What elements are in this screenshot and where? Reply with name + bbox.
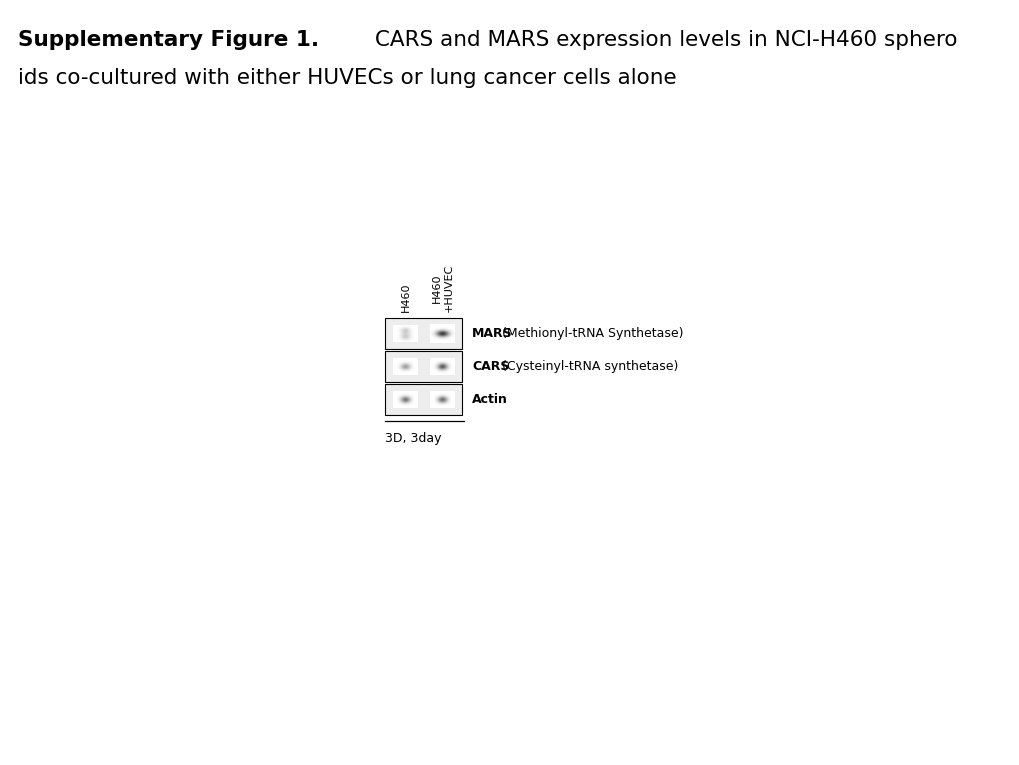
Bar [384,384,462,415]
Bar [384,318,462,349]
Text: CARS: CARS [472,360,508,373]
Bar [384,351,462,382]
Text: Supplementary Figure 1.: Supplementary Figure 1. [18,30,319,50]
Text: ids co-cultured with either HUVECs or lung cancer cells alone: ids co-cultured with either HUVECs or lu… [18,68,676,88]
Text: Actin: Actin [472,393,507,406]
Text: MARS: MARS [472,327,513,340]
Bar [384,384,462,415]
Text: H460: H460 [400,282,411,312]
Text: H460
+HUVEC: H460 +HUVEC [432,264,453,312]
Text: (Methionyl-tRNA Synthetase): (Methionyl-tRNA Synthetase) [497,327,683,340]
Bar [384,351,462,382]
Text: (Cysteinyl-tRNA synthetase): (Cysteinyl-tRNA synthetase) [497,360,678,373]
Bar [384,318,462,349]
Text: 3D, 3day: 3D, 3day [384,432,441,445]
Text: CARS and MARS expression levels in NCI-H460 sphero: CARS and MARS expression levels in NCI-H… [368,30,957,50]
